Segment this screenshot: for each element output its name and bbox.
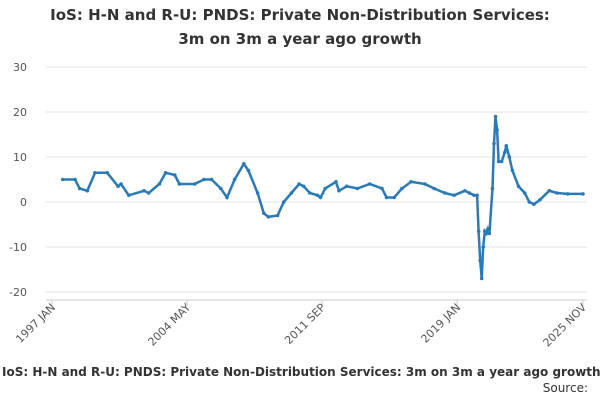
data-point <box>555 191 559 195</box>
data-point <box>475 193 479 198</box>
data-point <box>266 215 271 219</box>
data-point <box>565 192 570 196</box>
chart-title-line-2: 3m on 3m a year ago growth <box>178 30 421 48</box>
x-tick-label: 2025 NOV <box>541 301 590 350</box>
data-point <box>60 177 65 182</box>
data-point <box>297 182 301 186</box>
data-point <box>209 177 214 182</box>
data-point <box>493 114 498 119</box>
data-point <box>502 150 507 155</box>
data-line <box>62 116 583 279</box>
data-point <box>246 168 251 173</box>
data-point <box>119 182 123 186</box>
data-point <box>344 184 349 189</box>
data-point <box>538 197 542 202</box>
data-point <box>499 159 504 164</box>
data-point <box>323 186 327 191</box>
data-point <box>261 211 266 216</box>
data-point <box>487 231 492 236</box>
source: Source: <box>543 381 588 395</box>
data-point <box>490 186 495 191</box>
data-point <box>516 184 521 189</box>
data-point <box>232 177 237 182</box>
data-point <box>367 182 372 186</box>
data-point <box>522 191 527 195</box>
data-point <box>142 188 146 193</box>
data-point <box>77 186 82 191</box>
data-point <box>177 182 182 186</box>
data-point <box>85 188 90 193</box>
data-point <box>484 231 489 236</box>
caption: IoS: H-N and R-U: PNDS: Private Non-Dist… <box>2 365 600 379</box>
data-point <box>423 182 427 186</box>
data-point <box>504 143 509 148</box>
data-point <box>409 179 413 184</box>
data-point <box>479 276 484 281</box>
data-point <box>157 182 162 186</box>
data-point <box>275 213 280 218</box>
data-point <box>219 186 223 191</box>
data-point <box>242 161 246 166</box>
data-point <box>400 186 404 191</box>
data-point <box>281 200 286 204</box>
data-point <box>492 141 496 146</box>
data-point <box>225 195 229 200</box>
data-point <box>496 159 501 164</box>
y-tick-label: -20 <box>9 286 27 299</box>
chart-title-line-1: IoS: H-N and R-U: PNDS: Private Non-Dist… <box>50 6 550 24</box>
data-point <box>126 193 131 198</box>
data-point <box>481 245 486 249</box>
data-point <box>146 191 151 195</box>
data-point <box>467 191 472 195</box>
data-point <box>308 191 312 195</box>
data-point <box>392 195 397 200</box>
data-point <box>581 192 585 196</box>
data-point <box>452 193 456 198</box>
data-point <box>105 170 110 175</box>
y-tick-label: -10 <box>9 241 27 254</box>
data-point <box>384 195 389 200</box>
data-point <box>472 193 476 198</box>
data-point <box>93 170 97 175</box>
x-tick-label: 2004 MAY <box>146 301 194 349</box>
data-point <box>172 173 177 177</box>
x-tick-label: 2019 JAN <box>419 301 464 346</box>
data-point <box>355 186 360 191</box>
x-tick-label: 2011 SEP <box>282 301 328 347</box>
data-point <box>478 258 482 263</box>
data-point <box>476 229 481 234</box>
y-tick-label: 10 <box>13 151 27 164</box>
data-point <box>507 155 512 159</box>
data-point <box>202 177 206 182</box>
data-point <box>255 191 260 195</box>
y-tick-label: 30 <box>13 61 27 74</box>
x-tick-label: 1997 JAN <box>13 301 58 346</box>
data-point <box>192 182 197 186</box>
data-point <box>495 128 499 132</box>
data-point <box>380 186 384 191</box>
data-point <box>301 184 306 189</box>
y-tick-label: 20 <box>13 106 27 119</box>
data-point <box>337 188 341 193</box>
data-point <box>432 186 436 191</box>
data-point <box>486 227 490 231</box>
data-point <box>73 177 77 182</box>
data-point <box>443 191 447 195</box>
data-point <box>527 200 532 204</box>
data-point <box>163 170 168 175</box>
data-point <box>289 191 294 195</box>
data-point <box>334 179 338 184</box>
data-point <box>547 188 552 193</box>
data-point <box>510 168 515 173</box>
y-tick-label: 0 <box>20 196 27 209</box>
data-point <box>116 184 120 189</box>
data-point <box>318 195 323 200</box>
data-point <box>463 188 467 193</box>
data-point <box>315 193 320 198</box>
data-point <box>532 202 536 207</box>
